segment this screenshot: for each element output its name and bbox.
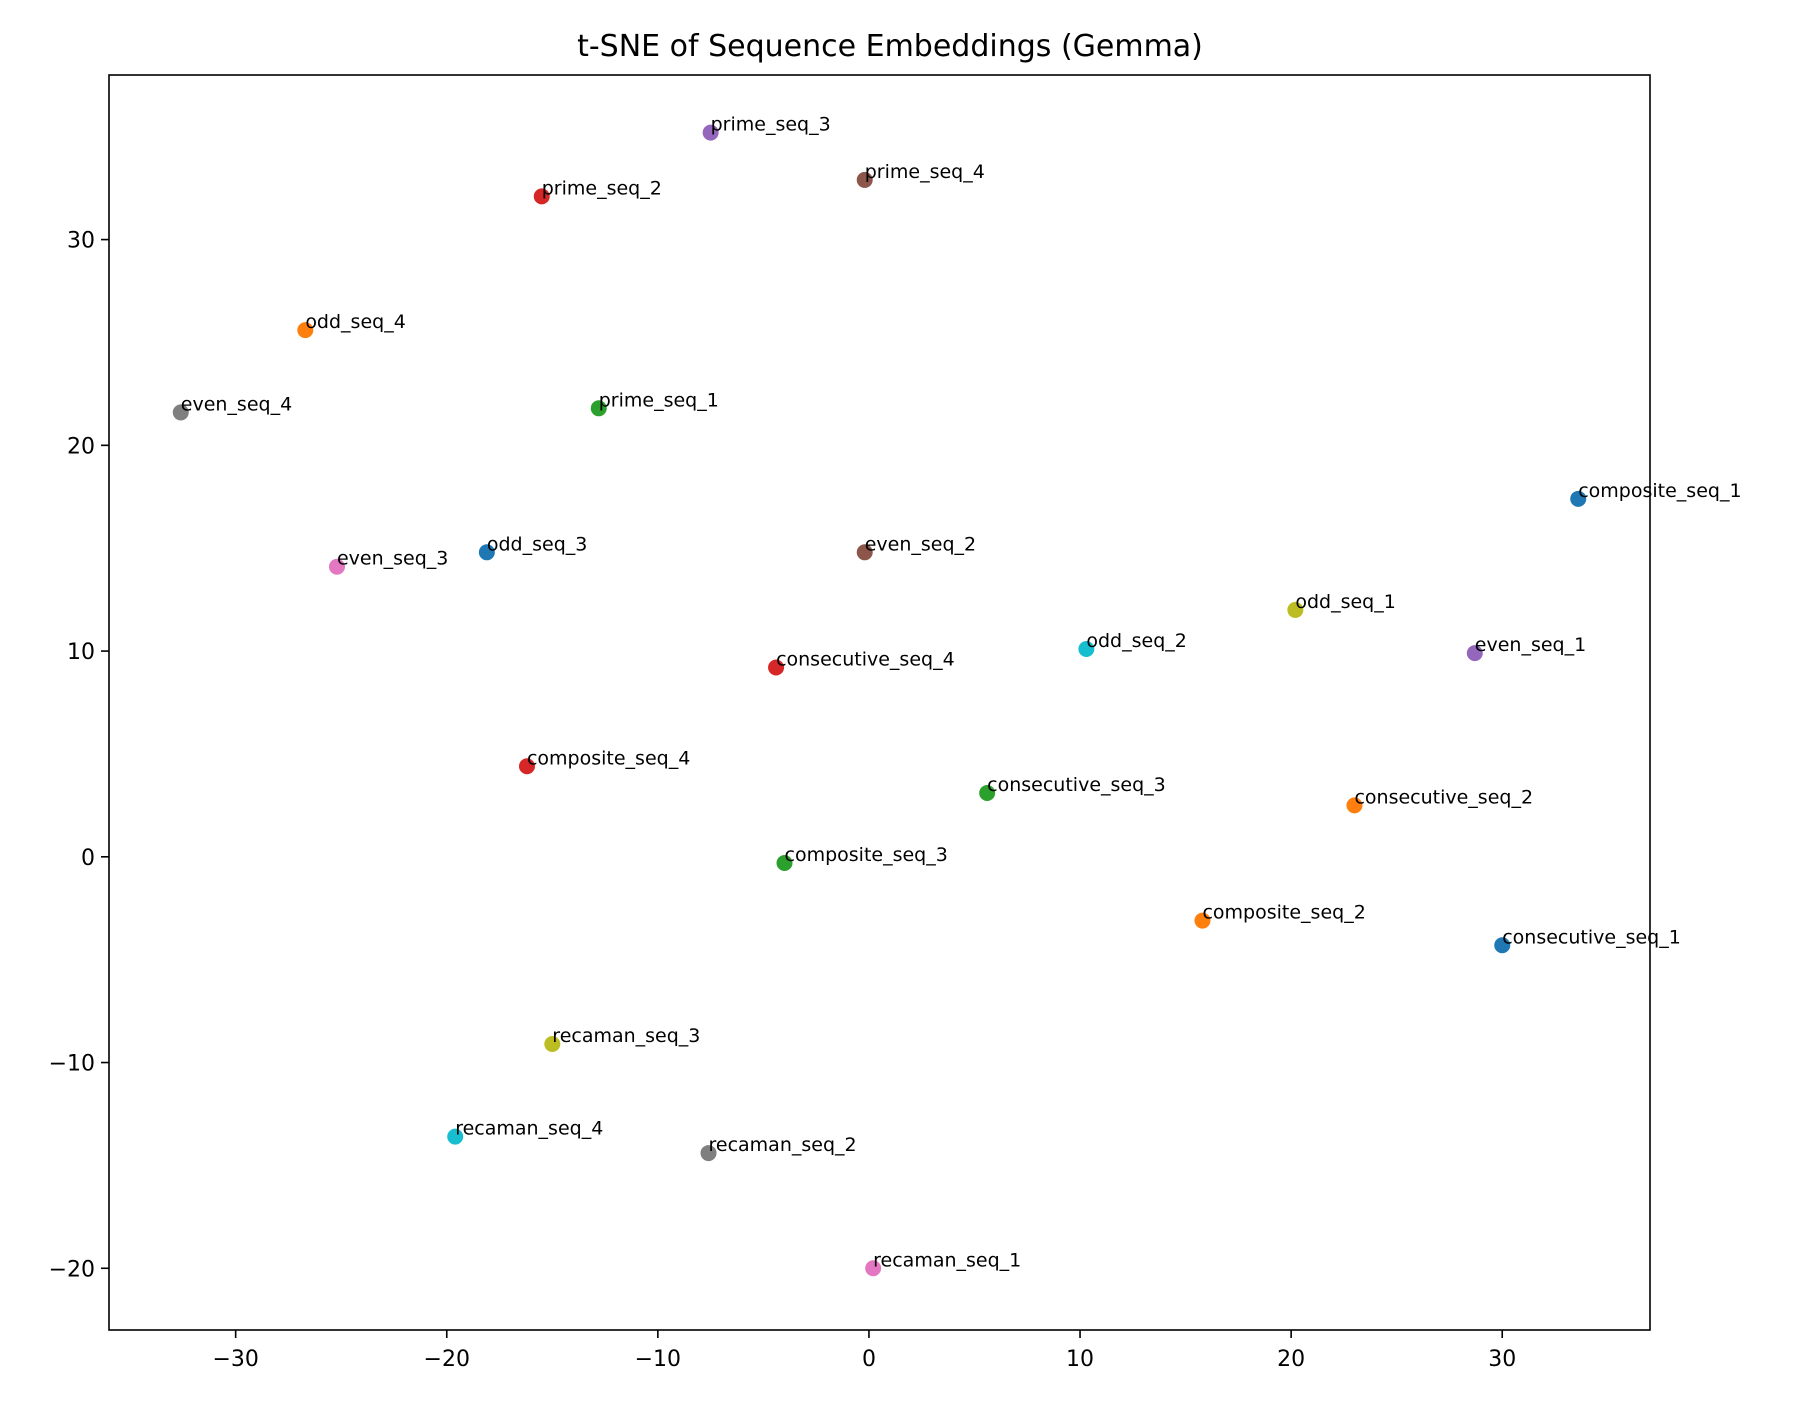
point-label-recaman-seq-1: recaman_seq_1 — [873, 1249, 1021, 1271]
y-tick-label: −20 — [49, 1257, 95, 1282]
scatter-point-recaman-seq-1 — [865, 1260, 882, 1277]
scatter-point-even-seq-1 — [1466, 645, 1483, 662]
scatter-points — [172, 124, 1587, 1277]
point-label-composite-seq-2: composite_seq_2 — [1202, 902, 1365, 924]
x-tick-label: 10 — [1066, 1347, 1094, 1372]
point-label-odd-seq-3: odd_seq_3 — [487, 533, 587, 555]
point-label-even-seq-1: even_seq_1 — [1475, 634, 1586, 656]
scatter-point-composite-seq-3 — [776, 854, 793, 871]
y-tick-label: 0 — [81, 846, 95, 871]
x-axis: −30 −20 −10 0 10 20 30 — [212, 1330, 1516, 1372]
y-tick-label: 30 — [67, 229, 95, 254]
point-label-consecutive-seq-2: consecutive_seq_2 — [1354, 786, 1533, 808]
point-label-composite-seq-4: composite_seq_4 — [527, 747, 690, 769]
x-tick-label: −30 — [212, 1347, 258, 1372]
point-label-prime-seq-1: prime_seq_1 — [599, 389, 719, 411]
point-label-odd-seq-1: odd_seq_1 — [1295, 591, 1395, 613]
point-label-prime-seq-2: prime_seq_2 — [542, 177, 662, 199]
y-axis: −20 −10 0 10 20 30 — [49, 229, 109, 1282]
scatter-point-prime-seq-2 — [533, 188, 550, 205]
scatter-point-recaman-seq-3 — [544, 1036, 561, 1053]
point-label-consecutive-seq-4: consecutive_seq_4 — [776, 649, 955, 671]
point-label-recaman-seq-4: recaman_seq_4 — [455, 1118, 603, 1140]
point-label-recaman-seq-2: recaman_seq_2 — [709, 1134, 857, 1156]
y-tick-label: 20 — [67, 434, 95, 459]
point-label-composite-seq-3: composite_seq_3 — [785, 844, 948, 866]
scatter-point-recaman-seq-4 — [447, 1128, 464, 1145]
y-tick-label: −10 — [49, 1052, 95, 1077]
scatter-point-even-seq-3 — [328, 558, 345, 575]
scatter-point-composite-seq-2 — [1194, 912, 1211, 929]
scatter-point-even-seq-4 — [172, 404, 189, 421]
scatter-point-composite-seq-1 — [1570, 490, 1587, 507]
x-tick-label: 0 — [862, 1347, 876, 1372]
point-label-odd-seq-4: odd_seq_4 — [305, 311, 405, 333]
scatter-point-prime-seq-3 — [702, 124, 719, 141]
y-tick-label: 10 — [67, 640, 95, 665]
scatter-point-prime-seq-4 — [856, 171, 873, 188]
plot-area-frame — [108, 74, 1651, 1331]
scatter-point-even-seq-2 — [856, 544, 873, 561]
scatter-point-consecutive-seq-2 — [1346, 797, 1363, 814]
point-label-recaman-seq-3: recaman_seq_3 — [552, 1025, 700, 1047]
point-label-prime-seq-4: prime_seq_4 — [865, 161, 985, 183]
scatter-point-consecutive-seq-4 — [768, 659, 785, 676]
point-label-consecutive-seq-3: consecutive_seq_3 — [987, 774, 1166, 796]
scatter-point-recaman-seq-2 — [700, 1145, 717, 1162]
x-tick-label: −10 — [635, 1347, 681, 1372]
point-labels: prime_seq_3 prime_seq_2 prime_seq_4 odd_seq… — [181, 114, 1742, 1272]
point-label-even-seq-2: even_seq_2 — [865, 533, 976, 555]
scatter-point-consecutive-seq-1 — [1494, 937, 1511, 954]
x-tick-label: −20 — [424, 1347, 470, 1372]
scatter-point-odd-seq-4 — [297, 322, 314, 339]
scatter-point-odd-seq-1 — [1287, 601, 1304, 618]
scatter-point-consecutive-seq-3 — [979, 785, 996, 802]
point-label-even-seq-4: even_seq_4 — [181, 393, 292, 415]
point-label-consecutive-seq-1: consecutive_seq_1 — [1502, 926, 1681, 948]
point-label-prime-seq-3: prime_seq_3 — [711, 114, 831, 136]
scatter-point-prime-seq-1 — [590, 400, 607, 417]
chart-title: t-SNE of Sequence Embeddings (Gemma) — [577, 29, 1203, 64]
x-tick-label: 20 — [1277, 1347, 1305, 1372]
point-label-odd-seq-2: odd_seq_2 — [1086, 630, 1186, 652]
scatter-point-odd-seq-2 — [1078, 641, 1095, 658]
scatter-point-composite-seq-4 — [518, 758, 535, 775]
point-label-even-seq-3: even_seq_3 — [337, 548, 448, 570]
point-label-composite-seq-1: composite_seq_1 — [1578, 480, 1741, 502]
scatter-point-odd-seq-3 — [478, 544, 495, 561]
x-tick-label: 30 — [1488, 1347, 1516, 1372]
